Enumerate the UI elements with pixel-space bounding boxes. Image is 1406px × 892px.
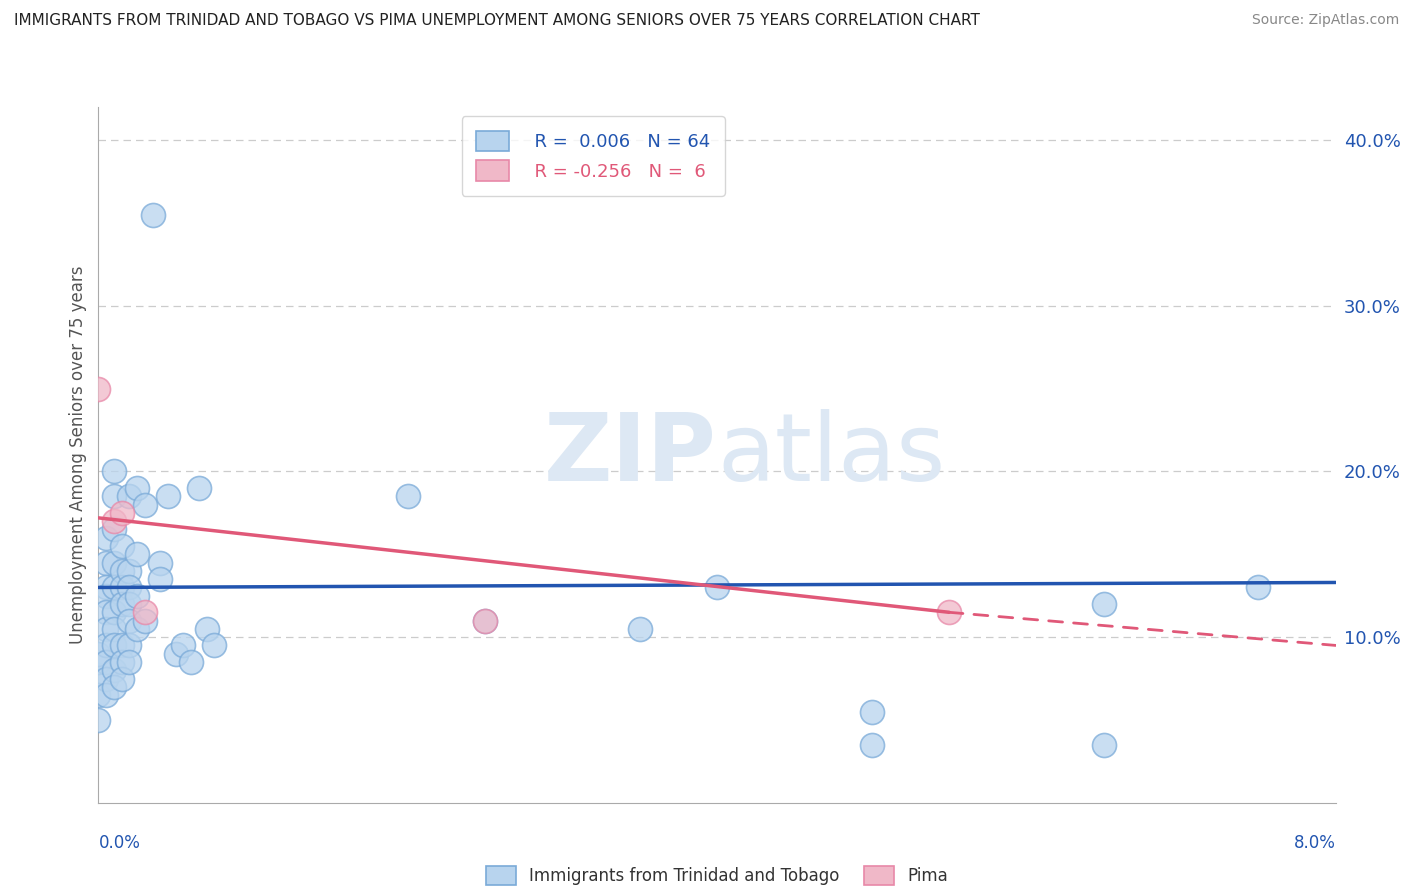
Point: [118, 564, 141, 578]
Point: [111, 581, 134, 595]
Text: IMMIGRANTS FROM TRINIDAD AND TOBAGO VS PIMA UNEMPLOYMENT AMONG SENIORS OVER 75 Y: IMMIGRANTS FROM TRINIDAD AND TOBAGO VS P…: [14, 13, 980, 29]
Point: [111, 564, 134, 578]
Point: [96, 581, 118, 595]
Point: [628, 622, 651, 636]
Text: ZIP: ZIP: [544, 409, 717, 501]
Point: [141, 208, 165, 222]
Point: [860, 738, 883, 752]
Point: [96, 655, 118, 669]
Point: [103, 581, 125, 595]
Point: [118, 489, 141, 503]
Point: [860, 705, 883, 719]
Point: [204, 639, 226, 653]
Point: [118, 639, 141, 653]
Point: [938, 605, 960, 619]
Point: [111, 506, 134, 520]
Point: [165, 647, 187, 661]
Point: [103, 514, 125, 528]
Point: [195, 622, 218, 636]
Point: [87, 382, 110, 396]
Point: [111, 655, 134, 669]
Point: [87, 647, 110, 661]
Point: [188, 481, 211, 495]
Point: [173, 639, 195, 653]
Point: [180, 655, 202, 669]
Point: [87, 668, 110, 682]
Point: [103, 622, 125, 636]
Text: 0.0%: 0.0%: [98, 834, 141, 852]
Text: atlas: atlas: [717, 409, 945, 501]
Point: [103, 523, 125, 537]
Point: [127, 589, 149, 603]
Point: [103, 556, 125, 570]
Point: [103, 680, 125, 694]
Point: [149, 572, 172, 586]
Point: [1092, 597, 1115, 611]
Point: [96, 622, 118, 636]
Text: Source: ZipAtlas.com: Source: ZipAtlas.com: [1251, 13, 1399, 28]
Point: [103, 465, 125, 479]
Point: [111, 672, 134, 686]
Point: [1247, 581, 1270, 595]
Point: [149, 556, 172, 570]
Point: [103, 639, 125, 653]
Point: [127, 547, 149, 561]
Point: [103, 605, 125, 619]
Point: [96, 672, 118, 686]
Point: [134, 605, 156, 619]
Point: [87, 688, 110, 702]
Point: [87, 655, 110, 669]
Point: [103, 663, 125, 677]
Point: [96, 531, 118, 545]
Point: [134, 614, 156, 628]
Text: 8.0%: 8.0%: [1294, 834, 1336, 852]
Point: [127, 481, 149, 495]
Point: [474, 614, 496, 628]
Point: [96, 605, 118, 619]
Point: [118, 655, 141, 669]
Point: [1092, 738, 1115, 752]
Point: [118, 597, 141, 611]
Point: [706, 581, 728, 595]
Point: [111, 539, 134, 553]
Point: [396, 489, 419, 503]
Point: [96, 639, 118, 653]
Point: [127, 622, 149, 636]
Point: [111, 597, 134, 611]
Point: [157, 489, 180, 503]
Point: [96, 589, 118, 603]
Point: [96, 688, 118, 702]
Point: [87, 713, 110, 727]
Y-axis label: Unemployment Among Seniors over 75 years: Unemployment Among Seniors over 75 years: [69, 266, 87, 644]
Point: [134, 498, 156, 512]
Point: [474, 614, 496, 628]
Point: [103, 489, 125, 503]
Point: [118, 614, 141, 628]
Point: [111, 639, 134, 653]
Point: [118, 581, 141, 595]
Legend: Immigrants from Trinidad and Tobago, Pima: Immigrants from Trinidad and Tobago, Pim…: [479, 859, 955, 892]
Point: [96, 556, 118, 570]
